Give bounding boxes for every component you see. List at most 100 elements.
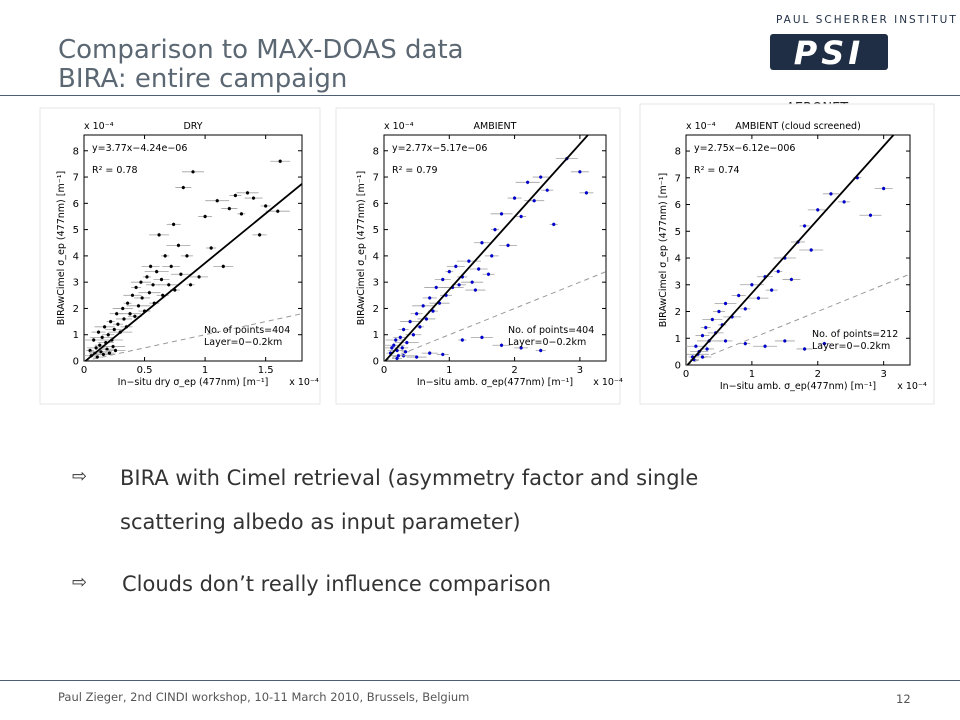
data-point — [519, 346, 523, 350]
plot-area — [383, 134, 607, 362]
one-to-one-line — [384, 271, 606, 361]
data-point — [723, 339, 728, 343]
bullet-2-line-1: Clouds don’t really influence comparison — [122, 572, 552, 596]
y-tick-label: 2 — [73, 304, 79, 315]
data-point — [552, 222, 556, 226]
data-point — [159, 277, 164, 282]
one-to-one-line — [686, 273, 910, 365]
data-point — [486, 272, 491, 276]
y-tick-label: 2 — [373, 304, 379, 315]
data-point — [743, 307, 747, 311]
data-point — [394, 338, 398, 342]
y-tick-label: 5 — [73, 225, 79, 236]
points-count: No. of points=212 — [812, 329, 898, 340]
data-point — [723, 301, 728, 306]
data-point — [396, 354, 400, 358]
data-point — [185, 254, 189, 258]
bullet-1-line-2: scattering albedo as input parameter) — [120, 510, 521, 534]
y-tick-label: 0 — [73, 357, 79, 368]
data-point — [421, 304, 425, 308]
data-point — [822, 342, 826, 346]
data-point — [882, 186, 886, 191]
data-point — [96, 330, 101, 334]
y-tick-label: 8 — [675, 147, 681, 158]
data-point — [98, 343, 102, 347]
data-point — [128, 312, 132, 316]
x-tick-label: 1 — [446, 365, 452, 376]
data-point — [191, 170, 195, 174]
y-tick-label: 7 — [675, 173, 681, 184]
y-exponent: x 10⁻⁴ — [84, 121, 114, 132]
bullet-1-line-1: BIRA with Cimel retrieval (asymmetry fac… — [120, 466, 699, 490]
data-point — [408, 319, 412, 324]
footer-rule — [0, 680, 960, 681]
data-point — [694, 344, 698, 348]
y-tick-label: 2 — [675, 307, 681, 318]
data-point — [717, 309, 721, 314]
x-axis-label: In−situ dry σ_ep (477nm) [m⁻¹] — [118, 377, 269, 388]
data-point — [278, 159, 282, 163]
data-point — [737, 293, 741, 298]
data-point — [139, 280, 143, 284]
r-squared: R² = 0.74 — [694, 165, 740, 176]
data-point — [140, 296, 144, 300]
fit-line — [84, 183, 302, 361]
data-layer — [84, 159, 302, 361]
chart-title: DRY — [183, 121, 202, 132]
data-point — [181, 185, 185, 190]
fit-line — [384, 135, 590, 361]
data-point — [710, 317, 714, 322]
data-point — [428, 296, 432, 300]
data-point — [401, 327, 406, 332]
layer-range: Layer=0−0.2km — [204, 337, 282, 348]
data-point — [398, 335, 402, 339]
y-axis-label: BIRAwCimel σ_ep (477nm) [m⁻¹] — [56, 171, 67, 325]
x-tick-label: 3 — [880, 369, 886, 380]
y-tick-label: 7 — [373, 173, 379, 184]
data-point — [88, 348, 92, 353]
data-point — [700, 333, 705, 338]
data-point — [415, 355, 419, 359]
data-point — [403, 350, 408, 354]
data-point — [405, 341, 409, 345]
data-point — [169, 264, 173, 268]
data-point — [842, 200, 846, 204]
data-point — [441, 352, 445, 357]
data-point — [545, 188, 549, 192]
logo-mark: PSI — [794, 34, 864, 72]
data-point — [134, 285, 138, 290]
data-point — [783, 339, 787, 343]
data-point — [151, 283, 155, 287]
data-point — [99, 350, 103, 354]
x-tick-label: 1 — [202, 365, 208, 376]
data-point — [167, 283, 171, 287]
x-axis-label: In−situ amb. σ_ep(477nm) [m⁻¹] — [417, 377, 573, 388]
x-axis-label: In−situ amb. σ_ep(477nm) [m⁻¹] — [720, 381, 876, 392]
data-point — [239, 212, 244, 216]
data-point — [115, 312, 119, 316]
data-point — [700, 355, 705, 359]
footer-text: Paul Zieger, 2nd CINDI workshop, 10-11 M… — [58, 690, 470, 704]
data-point — [176, 243, 181, 247]
data-point — [107, 351, 112, 355]
y-tick-label: 3 — [73, 278, 79, 289]
data-point — [499, 343, 504, 347]
title-line-2: BIRA: entire campaign — [58, 64, 348, 94]
data-point — [203, 214, 207, 219]
y-tick-label: 5 — [675, 227, 681, 238]
y-tick-label: 6 — [675, 200, 681, 211]
data-layer — [384, 135, 606, 361]
data-point — [105, 347, 109, 351]
y-tick-label: 3 — [373, 278, 379, 289]
x-tick-label: 1.5 — [258, 365, 274, 376]
y-tick-label: 0 — [373, 357, 379, 368]
chart-panel-3: AMBIENT (cloud screened) x 10⁻⁴ x 10⁻⁴ 0 1 2 3… — [639, 103, 935, 405]
data-point — [100, 335, 104, 339]
points-count: No. of points=404 — [204, 325, 290, 336]
data-point — [431, 309, 435, 313]
psi-logo: PSI — [770, 34, 888, 72]
title-line-1: Comparison to MAX-DOAS data — [58, 35, 464, 65]
fit-line — [686, 135, 895, 365]
plot-area — [685, 134, 911, 366]
